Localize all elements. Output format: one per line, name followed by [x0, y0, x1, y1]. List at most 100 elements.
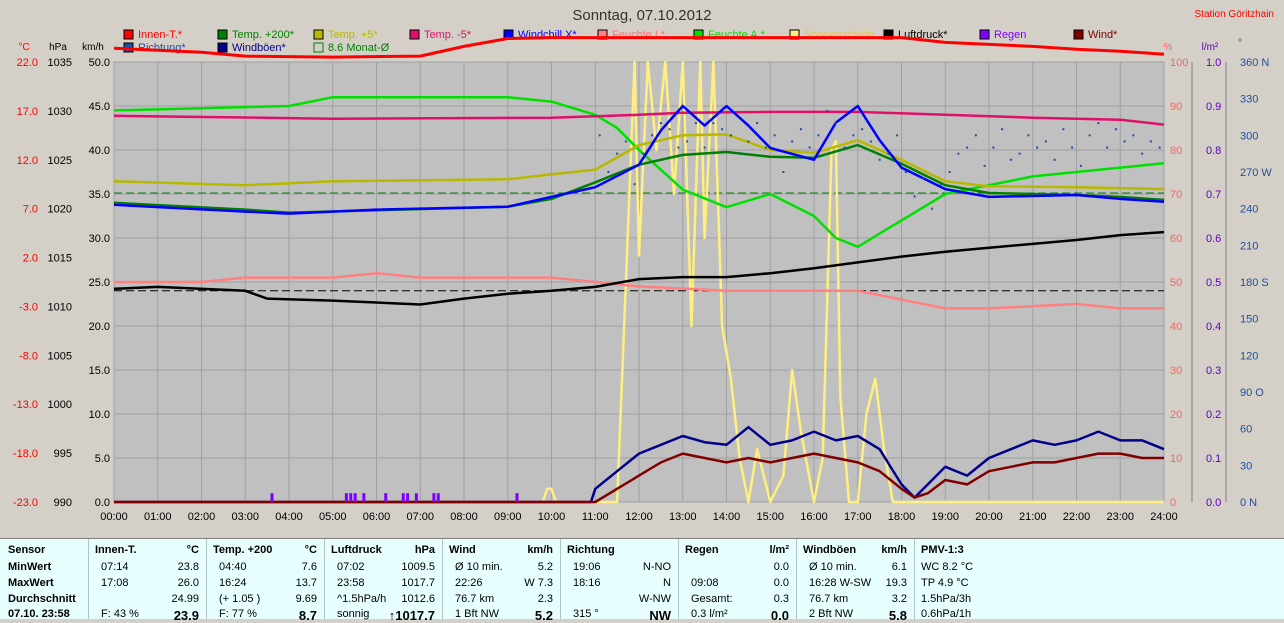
- direction-dot: [913, 195, 916, 198]
- stats-label: sonnig: [337, 608, 370, 620]
- direction-dot: [966, 146, 969, 149]
- kmh-tick: 30.0: [89, 233, 110, 245]
- direction-dot: [694, 122, 697, 125]
- hpa-tick: 1030: [48, 106, 72, 118]
- stats-label: 76.7 km: [809, 593, 849, 605]
- series-line: [114, 271, 1164, 310]
- direction-tick: 210: [1240, 240, 1258, 252]
- stats-value: 0.3: [773, 593, 789, 605]
- series-line: [113, 110, 1165, 126]
- stats-value: 6.1: [891, 561, 907, 573]
- direction-tick: 300: [1240, 130, 1258, 142]
- direction-dot: [686, 140, 689, 143]
- celsius-tick: 22.0: [17, 57, 38, 69]
- weather-chart: Sonntag, 07.10.2012 Station Göritzhain I…: [12, 7, 1275, 523]
- kmh-tick: 25.0: [89, 277, 110, 289]
- direction-tick: 0 N: [1240, 497, 1257, 509]
- direction-dot: [904, 171, 907, 173]
- rain-bar: [353, 493, 357, 502]
- stats-sensor-header: Sensor: [8, 544, 46, 556]
- celsius-tick: -23.0: [13, 497, 38, 509]
- stats-unit: hPa: [414, 544, 435, 556]
- legend-label: Temp. +5*: [328, 29, 379, 41]
- stats-header: PMV-1:3: [921, 544, 964, 556]
- series-line: [113, 230, 1165, 306]
- direction-dot: [624, 140, 627, 143]
- stats-value: 5.8: [888, 608, 907, 623]
- rain-tick: 0.5: [1206, 277, 1221, 289]
- series-line: [114, 452, 1164, 504]
- direction-tick: 330: [1240, 94, 1258, 106]
- direction-tick: 150: [1240, 314, 1258, 326]
- direction-dot: [1053, 158, 1056, 161]
- direction-dot: [799, 128, 802, 131]
- kmh-tick: 0.0: [95, 497, 110, 509]
- stats-value: 5.2: [537, 561, 553, 573]
- stats-block-luftdruck: Luftdruck hPa 07:02 1009.5 23:58 1017.7 ^1.5hP…: [324, 539, 443, 623]
- legend-swatch: [313, 42, 324, 53]
- stats-value: N: [663, 577, 671, 589]
- time-tick: 15:00: [756, 511, 784, 523]
- stats-value: NW: [649, 608, 671, 623]
- direction-dot: [712, 122, 715, 125]
- stats-value: 0.0: [770, 608, 789, 623]
- time-tick: 20:00: [975, 511, 1003, 523]
- kmh-tick: 40.0: [89, 145, 110, 157]
- hpa-tick: 1035: [48, 57, 72, 69]
- kmh-tick: 50.0: [89, 57, 110, 69]
- stats-value: 19.3: [885, 577, 907, 589]
- direction-dot: [834, 122, 837, 125]
- direction-dot: [852, 134, 855, 137]
- stats-label: 07:14: [101, 561, 129, 573]
- legend-swatch: [979, 29, 990, 40]
- stats-header: Windböen: [803, 544, 857, 556]
- legend-swatch: [123, 29, 134, 40]
- direction-dot: [1158, 146, 1161, 149]
- stats-label: 0.3 l/m²: [691, 608, 728, 620]
- kmh-tick: 20.0: [89, 321, 110, 333]
- direction-dot: [1001, 128, 1004, 131]
- stats-block-windboeen: Windböen km/h Ø 10 min. 6.1 16:28 W-SW 19.3 76…: [796, 539, 915, 623]
- rain-bar: [515, 493, 519, 502]
- direction-dot: [1071, 146, 1074, 149]
- legend-label: Regen: [994, 29, 1026, 41]
- direction-dot: [948, 171, 951, 173]
- direction-dot: [808, 146, 811, 149]
- series-layer: [113, 36, 1165, 504]
- celsius-tick: 2.0: [23, 253, 38, 265]
- time-tick: 08:00: [450, 511, 478, 523]
- stats-row-label: MinWert: [8, 561, 52, 573]
- direction-tick: 60: [1240, 424, 1252, 436]
- direction-dot: [1123, 140, 1126, 143]
- stats-label: 18:16: [573, 577, 601, 589]
- statistics-panel: Sensor MinWert MaxWert Durchschnitt 07.1…: [0, 538, 1284, 623]
- legend-label: Feuchte I.*: [612, 29, 666, 41]
- direction-dot: [843, 146, 846, 149]
- legend-swatch: [1073, 29, 1084, 40]
- rain-tick: 0.6: [1206, 233, 1221, 245]
- legend-swatch: [313, 29, 324, 40]
- time-tick: 23:00: [1106, 511, 1134, 523]
- time-tick: 06:00: [363, 511, 391, 523]
- percent-tick: 40: [1170, 321, 1182, 333]
- hpa-tick: 1000: [48, 399, 72, 411]
- hpa-tick: 995: [54, 448, 72, 460]
- direction-dot: [1044, 140, 1047, 143]
- stats-value: 0.0: [773, 561, 789, 573]
- stats-header: Richtung: [567, 544, 615, 556]
- direction-tick: 30: [1240, 460, 1252, 472]
- direction-dot: [974, 134, 977, 137]
- series-line: [113, 104, 1165, 215]
- time-tick: 18:00: [888, 511, 916, 523]
- stats-value: WC 8.2 °C: [921, 561, 974, 573]
- direction-dot: [1009, 158, 1012, 161]
- stats-header: Regen: [685, 544, 719, 556]
- station-name: Station Göritzhain: [1195, 9, 1275, 20]
- time-tick: 13:00: [669, 511, 697, 523]
- direction-dot: [887, 152, 890, 155]
- legend-swatch: [217, 42, 228, 53]
- direction-dot: [642, 152, 645, 155]
- rain-tick: 0.0: [1206, 497, 1221, 509]
- stats-unit: °C: [304, 544, 317, 556]
- stats-row-label: Durchschnitt: [8, 593, 76, 605]
